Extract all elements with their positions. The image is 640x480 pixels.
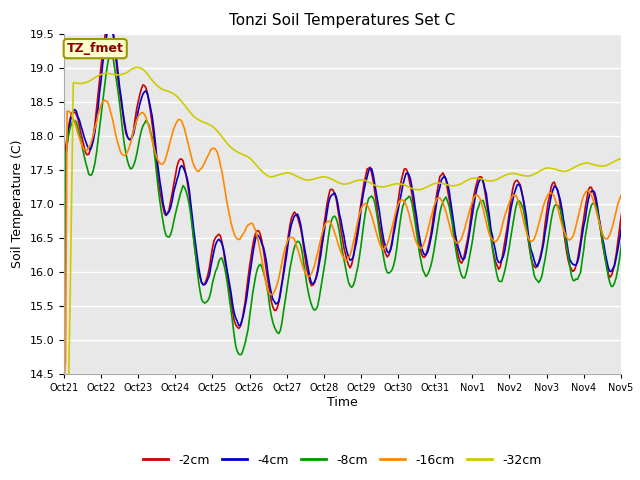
Y-axis label: Soil Temperature (C): Soil Temperature (C)	[11, 140, 24, 268]
Title: Tonzi Soil Temperatures Set C: Tonzi Soil Temperatures Set C	[229, 13, 456, 28]
Legend: -2cm, -4cm, -8cm, -16cm, -32cm: -2cm, -4cm, -8cm, -16cm, -32cm	[138, 449, 547, 472]
X-axis label: Time: Time	[327, 396, 358, 409]
Text: TZ_fmet: TZ_fmet	[67, 42, 124, 55]
